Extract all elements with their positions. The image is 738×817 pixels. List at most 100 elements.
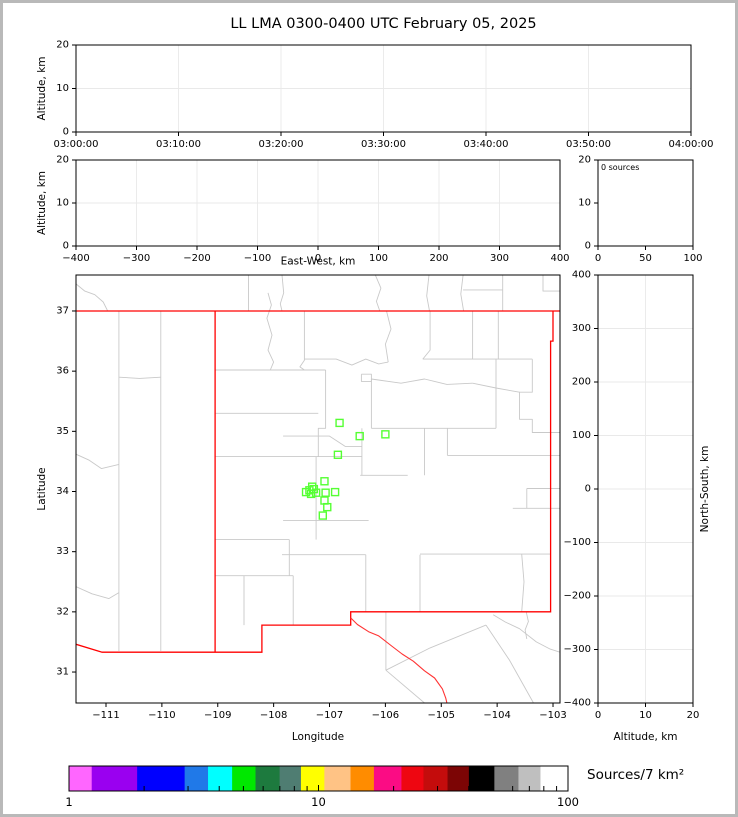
station-marker	[355, 431, 364, 441]
colorbar-segment	[279, 766, 302, 791]
map-y-tick-label: 33	[56, 546, 69, 557]
colorbar-segment	[447, 766, 470, 791]
county-boundary	[299, 311, 305, 371]
colorbar-segment	[423, 766, 449, 791]
ew-y-axis-label: Altitude, km	[36, 171, 48, 235]
colorbar-tick-label: 10	[311, 795, 326, 809]
county-boundary	[542, 275, 560, 292]
ew-x-tick-label: −100	[244, 253, 271, 264]
county-boundary	[76, 283, 109, 312]
map-y-tick-label: 31	[56, 667, 69, 678]
ew-y-tick-label: 20	[56, 155, 69, 166]
county-boundary	[524, 611, 529, 639]
ew-x-tick-label: 0	[315, 253, 321, 264]
time-x-tick-label: 03:40:00	[464, 139, 509, 150]
hist-y-tick-label: 10	[578, 198, 591, 209]
station-marker	[309, 484, 319, 494]
colorbar-segment	[518, 766, 541, 791]
county-boundary	[426, 275, 430, 312]
state-border	[76, 311, 554, 653]
hist-annotation: 0 sources	[601, 163, 639, 172]
colorbar-segment	[540, 766, 569, 791]
map-x-tick-label: −107	[316, 710, 343, 721]
ns-x-tick-label: 10	[639, 710, 652, 721]
ew-x-tick-label: 300	[490, 253, 509, 264]
ew-panel	[76, 160, 560, 246]
time-x-tick-label: 04:00:00	[669, 139, 714, 150]
time-y-axis-label: Altitude, km	[36, 56, 48, 120]
map-y-tick-label: 37	[56, 305, 69, 316]
county-boundary	[521, 554, 525, 612]
ns-y-tick-label: −400	[564, 698, 591, 709]
ew-x-tick-label: −400	[62, 253, 89, 264]
time-x-tick-label: 03:30:00	[361, 139, 406, 150]
county-boundary	[304, 358, 389, 366]
county-boundary	[266, 292, 275, 371]
colorbar-segment	[468, 766, 495, 791]
map-border	[75, 274, 561, 704]
colorbar-tick-label: 1	[65, 795, 72, 809]
colorbar-segment	[494, 766, 519, 791]
ew-x-tick-label: −300	[123, 253, 150, 264]
map-layers	[76, 275, 560, 703]
ns-frame: 0 10 20 400 300 200 100 0 −100 −200 −300 −400 Altitu…	[564, 270, 711, 744]
county-boundary	[371, 378, 473, 385]
ns-y-tick-label: 300	[572, 323, 591, 334]
colorbar-segment	[401, 766, 424, 791]
map-y-axis-label: Latitude	[36, 467, 48, 510]
county-boundary	[76, 453, 120, 470]
station-marker	[381, 430, 390, 439]
colorbar: 1 10 100	[65, 765, 579, 809]
plot-title: LL LMA 0300-0400 UTC February 05, 2025	[230, 16, 537, 32]
ew-x-axis-label: East-West, km	[281, 256, 356, 268]
map-x-tick-label: −111	[92, 710, 119, 721]
ew-y-tick-label: 0	[63, 241, 69, 252]
ns-panel	[598, 275, 693, 703]
county-boundary	[360, 373, 372, 382]
county-boundary	[371, 427, 448, 456]
hist-border	[597, 159, 694, 247]
county-boundary	[519, 359, 560, 433]
ns-x-axis-label: Altitude, km	[613, 731, 677, 743]
time-frame: 03:00:00 03:10:00 03:20:00 03:30:00 03:40:00…	[36, 40, 713, 151]
station-marker	[333, 450, 343, 459]
county-boundary	[492, 614, 560, 653]
map-x-tick-label: −103	[539, 710, 566, 721]
map-y-tick-label: 34	[56, 486, 69, 497]
ew-x-tick-label: 400	[550, 253, 569, 264]
county-boundary	[76, 586, 120, 600]
county-boundary	[118, 376, 161, 379]
station-marker	[306, 489, 316, 499]
colorbar-segment	[232, 766, 257, 791]
hist-x-tick-label: 0	[595, 253, 601, 264]
map-frame: −111 −110 −109 −108 −107 −106 −105 −104 −103 37 36…	[36, 274, 567, 743]
map-y-tick-label: 36	[56, 366, 69, 377]
ew-x-tick-label: 100	[369, 253, 388, 264]
colorbar-segment	[91, 766, 138, 791]
hist-y-tick-label: 0	[585, 241, 591, 252]
time-x-tick-label: 03:00:00	[54, 139, 99, 150]
station-marker	[318, 511, 328, 520]
county-boundary	[279, 275, 285, 312]
colorbar-segment	[255, 766, 281, 791]
station-marker	[330, 487, 340, 497]
hist-x-tick-label: 100	[683, 253, 702, 264]
county-boundary	[384, 310, 392, 363]
station-marker	[321, 488, 330, 497]
hist-y-tick-label: 20	[578, 155, 591, 166]
ns-x-tick-label: 0	[595, 710, 601, 721]
colorbar-segment	[208, 766, 233, 791]
time-y-tick-label: 0	[63, 127, 69, 138]
county-boundary	[460, 275, 465, 312]
ns-y-tick-label: 0	[585, 484, 591, 495]
ns-y-tick-label: −200	[564, 591, 591, 602]
ns-y-tick-label: 400	[572, 270, 591, 281]
county-boundary	[485, 624, 534, 703]
time-x-tick-label: 03:20:00	[259, 139, 304, 150]
county-boundary	[422, 311, 431, 360]
county-boundary	[317, 370, 327, 457]
colorbar-segment	[373, 766, 402, 791]
map-x-tick-label: −108	[260, 710, 287, 721]
colorbar-tick-label: 100	[557, 795, 579, 809]
